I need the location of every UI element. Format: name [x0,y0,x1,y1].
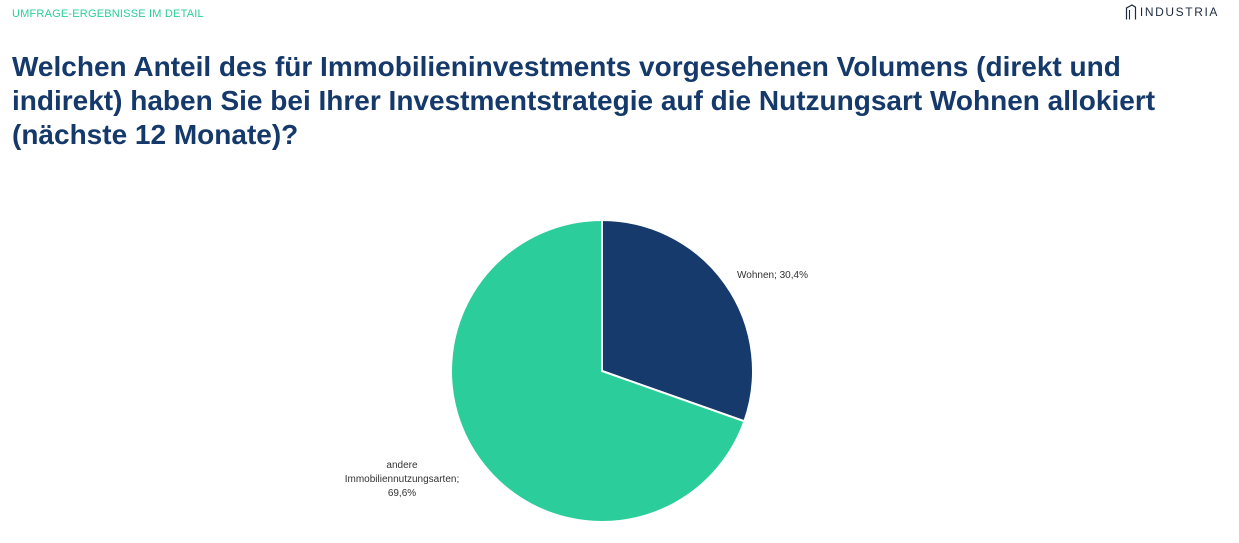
pie-slice-andere [450,218,746,523]
section-kicker: UMFRAGE-ERGEBNISSE IM DETAIL [12,8,204,20]
brand-logo: INDUSTRIA [1125,4,1219,20]
slice-label-andere: andere Immobiliennutzungsarten; 69,6% [345,460,460,499]
slice-label-wohnen: Wohnen; 30,4% [737,270,808,281]
pie-slice-wohnen [601,218,754,423]
survey-question: Welchen Anteil des für Immobilieninvestm… [12,51,1156,150]
building-outline-icon [1125,4,1137,20]
brand-name: INDUSTRIA [1139,5,1219,19]
